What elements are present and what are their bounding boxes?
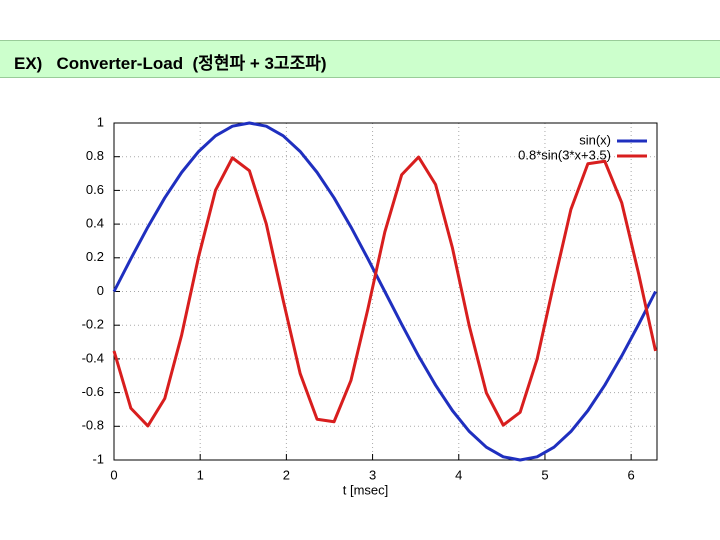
x-tick-label: 4 (455, 467, 462, 482)
y-tick-label: 0.2 (86, 249, 104, 264)
x-tick-label: 6 (628, 467, 635, 482)
y-tick-label: -0.8 (82, 418, 104, 433)
y-tick-label: 0.8 (86, 148, 104, 163)
x-tick-label: 5 (541, 467, 548, 482)
header-bar: EX) Converter-Load (정현파 + 3고조파) (0, 40, 720, 78)
header-title: EX) Converter-Load (정현파 + 3고조파) (14, 54, 327, 73)
y-tick-label: 0 (97, 283, 104, 298)
y-tick-label: -0.6 (82, 384, 104, 399)
y-tick-label: -1 (92, 451, 104, 466)
y-tick-label: 0.4 (86, 216, 104, 231)
x-tick-label: 0 (110, 467, 117, 482)
legend-label: sin(x) (579, 132, 611, 147)
series-line (112, 121, 657, 462)
y-tick-label: -0.4 (82, 350, 104, 365)
x-tick-label: 3 (369, 467, 376, 482)
x-tick-label: 2 (283, 467, 290, 482)
y-tick-label: 1 (97, 114, 104, 129)
legend-label: 0.8*sin(3*x+3.5) (518, 147, 611, 162)
series-line (112, 155, 658, 428)
y-tick-label: -0.2 (82, 317, 104, 332)
x-axis-label: t [msec] (343, 482, 389, 497)
y-tick-label: 0.6 (86, 182, 104, 197)
x-tick-label: 1 (197, 467, 204, 482)
